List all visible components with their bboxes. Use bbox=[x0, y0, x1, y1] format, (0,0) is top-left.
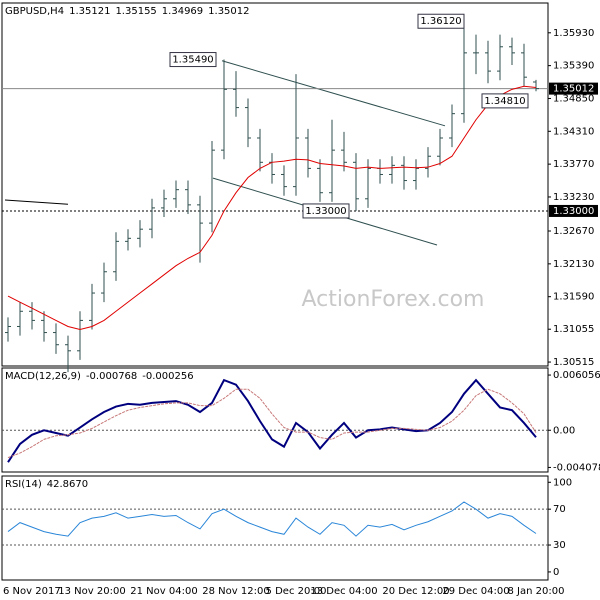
trendline bbox=[4, 199, 69, 205]
x-tick-label: 13 Dec 04:00 bbox=[310, 586, 377, 597]
panel-header: GBPUSD,H4 1.35121 1.35155 1.34969 1.35012 bbox=[5, 6, 250, 17]
last-high: 1.35155 bbox=[115, 6, 156, 17]
price-annotation-box bbox=[302, 203, 350, 219]
panel-header: MACD(12,26,9) -0.000768 -0.000256 bbox=[5, 371, 194, 382]
y-tick-label: 1.32670 bbox=[553, 226, 594, 237]
y-tick-label: 0 bbox=[553, 567, 559, 578]
x-tick-label: 8 Jan 20:00 bbox=[508, 586, 565, 597]
indicator-name: RSI(14) bbox=[5, 479, 42, 490]
price-tag-label: 1.33000 bbox=[553, 206, 594, 217]
y-tick-label: 1.33770 bbox=[553, 159, 594, 170]
x-tick-label: 13 Nov 20:00 bbox=[58, 586, 125, 597]
rsi-panel-frame bbox=[1, 475, 549, 581]
symbol: GBPUSD,H4 bbox=[5, 6, 64, 17]
moving-average bbox=[7, 85, 537, 331]
x-tick-label: 6 Nov 2017 bbox=[3, 586, 61, 597]
y-tick-label: 70 bbox=[553, 504, 566, 515]
x-tick-label: 29 Dec 04:00 bbox=[442, 586, 509, 597]
indicator-line bbox=[7, 501, 537, 537]
x-tick-label: 5 Dec 20:00 bbox=[266, 586, 327, 597]
y-tick-label: 1.31590 bbox=[553, 292, 594, 303]
y-tick-label: 0.006056 bbox=[553, 370, 600, 381]
y-tick-label: 0.00 bbox=[553, 425, 575, 436]
x-tick-label: 20 Dec 12:00 bbox=[382, 586, 449, 597]
y-tick-label: 1.35930 bbox=[553, 28, 594, 39]
last-value: 42.8670 bbox=[47, 479, 88, 490]
macd-panel-frame bbox=[1, 367, 549, 473]
price-tag-label: 1.35012 bbox=[553, 84, 594, 95]
last-open: 1.35121 bbox=[69, 6, 110, 17]
y-tick-label: 1.33230 bbox=[553, 192, 594, 203]
y-tick-label: 1.32130 bbox=[553, 259, 594, 270]
price-annotation-box bbox=[417, 13, 465, 29]
y-tick-label: 1.34850 bbox=[553, 93, 594, 104]
last-low: 1.34969 bbox=[162, 6, 203, 17]
y-tick-label: -0.004078 bbox=[553, 462, 600, 473]
price-annotation: 1.33000 bbox=[305, 206, 346, 217]
x-tick-label: 28 Nov 12:00 bbox=[202, 586, 269, 597]
y-tick-label: 100 bbox=[553, 477, 572, 488]
last-value: -0.000256 bbox=[142, 371, 193, 382]
y-tick-label: 1.31055 bbox=[553, 324, 594, 335]
y-tick-label: 1.34310 bbox=[553, 126, 594, 137]
price-annotation: 1.35490 bbox=[172, 55, 213, 66]
y-tick-label: 1.35390 bbox=[553, 61, 594, 72]
price-annotation-box bbox=[169, 52, 217, 68]
price-annotation: 1.36120 bbox=[420, 16, 461, 27]
price-panel-frame bbox=[1, 2, 549, 367]
indicator-line bbox=[7, 388, 537, 459]
watermark: ActionForex.com bbox=[302, 287, 485, 312]
last-close: 1.35012 bbox=[208, 6, 249, 17]
indicator-name: MACD(12,26,9) bbox=[5, 371, 81, 382]
panel-header: RSI(14) 42.8670 bbox=[5, 479, 88, 490]
price-annotation-box bbox=[481, 93, 529, 109]
price-tag bbox=[549, 82, 598, 95]
y-tick-label: 30 bbox=[553, 540, 566, 551]
price-annotation: 1.34810 bbox=[484, 96, 525, 107]
indicator-line bbox=[7, 378, 537, 463]
price-tag bbox=[549, 204, 598, 217]
trendline bbox=[221, 60, 446, 127]
y-tick-label: 1.30515 bbox=[553, 357, 594, 368]
x-tick-label: 21 Nov 04:00 bbox=[130, 586, 197, 597]
last-value: -0.000768 bbox=[86, 371, 137, 382]
